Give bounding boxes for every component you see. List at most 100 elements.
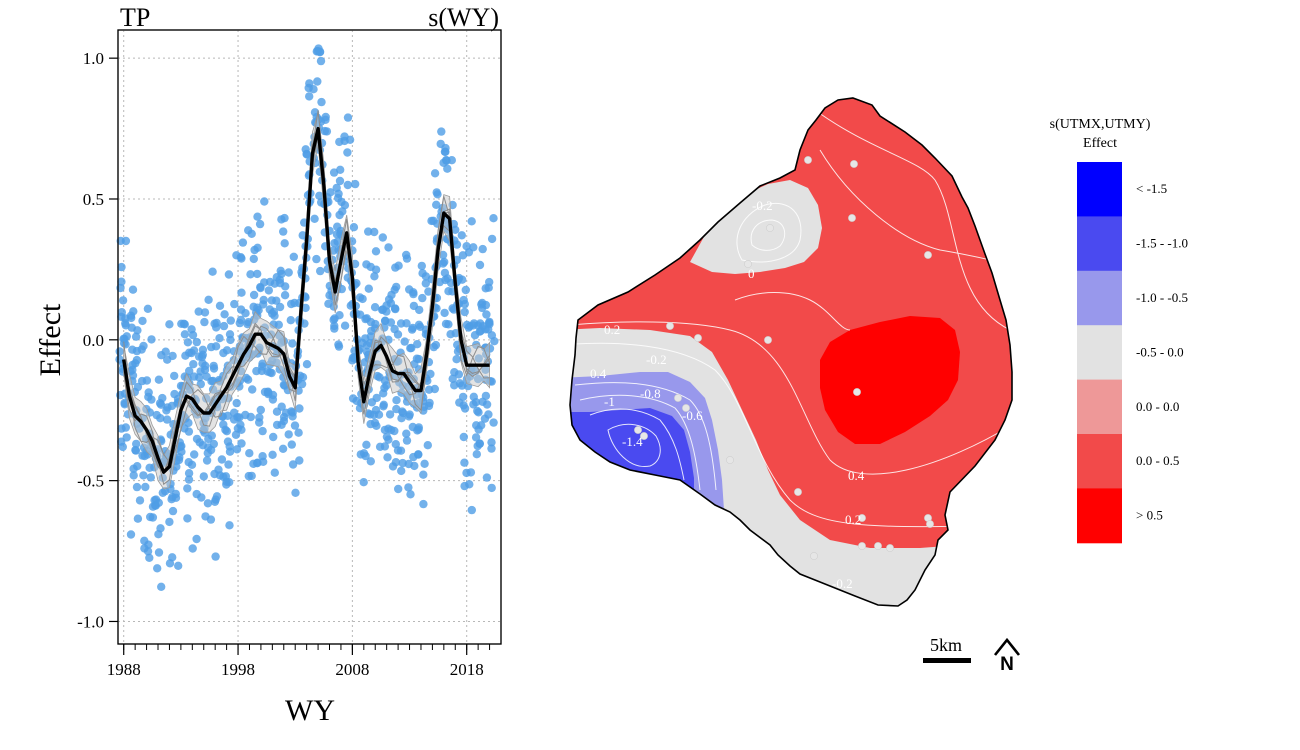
- residual-point: [138, 451, 147, 460]
- residual-point: [358, 294, 367, 304]
- legend-title: s(UTMX,UTMY): [1050, 117, 1151, 132]
- residual-point: [417, 261, 426, 271]
- y-axis-label: Effect: [34, 303, 67, 376]
- residual-point: [430, 169, 440, 178]
- x-axis-label: WY: [285, 694, 335, 727]
- residual-point: [475, 260, 485, 270]
- residual-point: [423, 441, 432, 450]
- residual-point: [412, 354, 422, 363]
- residual-point: [379, 389, 388, 398]
- residual-point: [147, 335, 156, 344]
- residual-point: [404, 483, 413, 492]
- residual-point: [312, 47, 321, 56]
- residual-point: [324, 299, 333, 308]
- residual-point: [458, 392, 468, 402]
- residual-point: [211, 342, 221, 351]
- residual-point: [472, 450, 481, 459]
- residual-point: [249, 254, 258, 264]
- residual-point: [370, 272, 379, 281]
- residual-point: [380, 442, 390, 451]
- residual-point: [297, 379, 307, 389]
- residual-point: [288, 460, 298, 469]
- residual-point: [398, 407, 407, 416]
- sampling-sites: [634, 156, 934, 560]
- residual-point: [351, 179, 360, 189]
- contour-label: 0.4: [590, 366, 607, 381]
- legend-swatch: [1077, 162, 1122, 217]
- residual-point: [212, 492, 222, 501]
- residual-point: [402, 436, 412, 445]
- x-tick-label: 2008: [335, 660, 369, 679]
- residual-point: [487, 444, 496, 453]
- residual-point: [277, 215, 286, 224]
- residual-point: [204, 295, 213, 304]
- residual-point: [279, 227, 288, 236]
- residual-point: [348, 394, 358, 403]
- residual-point: [180, 320, 189, 329]
- y-tick-label: 0.5: [83, 190, 104, 209]
- legend-label: -1.0 - -0.5: [1136, 290, 1188, 305]
- residual-point: [343, 148, 352, 157]
- residual-point: [258, 359, 267, 368]
- north-arrow: N: [993, 637, 1021, 675]
- residual-point: [256, 282, 265, 292]
- residual-point: [200, 317, 209, 327]
- residual-point: [366, 332, 376, 341]
- residual-point: [255, 219, 265, 229]
- residual-point: [388, 462, 398, 471]
- residual-point: [141, 482, 150, 492]
- residual-point: [366, 419, 375, 429]
- residual-point: [210, 319, 219, 328]
- residual-point: [440, 308, 449, 318]
- residual-point: [366, 457, 375, 466]
- legend-subtitle: Effect: [1083, 136, 1117, 151]
- y-tick-label: 0.0: [83, 331, 104, 350]
- residual-point: [406, 490, 415, 499]
- residual-point: [219, 348, 228, 358]
- contour-label: -0.2: [646, 352, 667, 367]
- residual-point: [280, 291, 290, 300]
- residual-point: [221, 472, 231, 481]
- residual-point: [237, 425, 246, 434]
- residual-point: [418, 293, 427, 303]
- smooth-effect-line: [122, 126, 490, 474]
- residual-point: [185, 366, 194, 376]
- residual-point: [393, 446, 403, 455]
- residual-point: [469, 392, 478, 401]
- residual-point: [340, 321, 350, 330]
- zone-neutral-north: [690, 180, 822, 274]
- residual-point: [443, 164, 452, 173]
- residual-point: [284, 430, 293, 439]
- residual-point: [444, 320, 453, 329]
- residual-point: [284, 268, 293, 277]
- residual-point: [298, 373, 308, 382]
- map-fill: -0.2 0 0.2 -0.2 0.4 -0.8 -1 -0.6 -1.4 0.…: [570, 98, 1012, 606]
- residual-point: [277, 420, 286, 429]
- residual-point: [481, 391, 491, 401]
- residual-point: [133, 462, 142, 471]
- residual-point: [200, 308, 210, 317]
- residual-point: [295, 404, 304, 413]
- residual-point: [154, 548, 164, 557]
- plot-frame: [117, 29, 502, 645]
- residual-point: [335, 176, 345, 186]
- residual-point: [482, 473, 492, 482]
- residual-point: [451, 329, 460, 338]
- x-tick-label: 2018: [450, 660, 484, 679]
- residual-point: [343, 113, 353, 122]
- residual-point: [276, 279, 285, 288]
- residual-point: [302, 360, 312, 369]
- residual-point: [364, 284, 373, 293]
- residual-point: [117, 424, 126, 433]
- confidence-band: [123, 112, 491, 490]
- residual-point: [189, 346, 199, 355]
- residual-point: [117, 277, 126, 286]
- scale-bar-line: [923, 658, 971, 663]
- contour-label: 0.2: [604, 322, 620, 337]
- residual-point: [220, 310, 229, 319]
- residual-point: [332, 183, 341, 193]
- y-tick-label: -1.0: [77, 612, 104, 631]
- residual-point: [337, 197, 346, 207]
- residual-point: [481, 300, 491, 310]
